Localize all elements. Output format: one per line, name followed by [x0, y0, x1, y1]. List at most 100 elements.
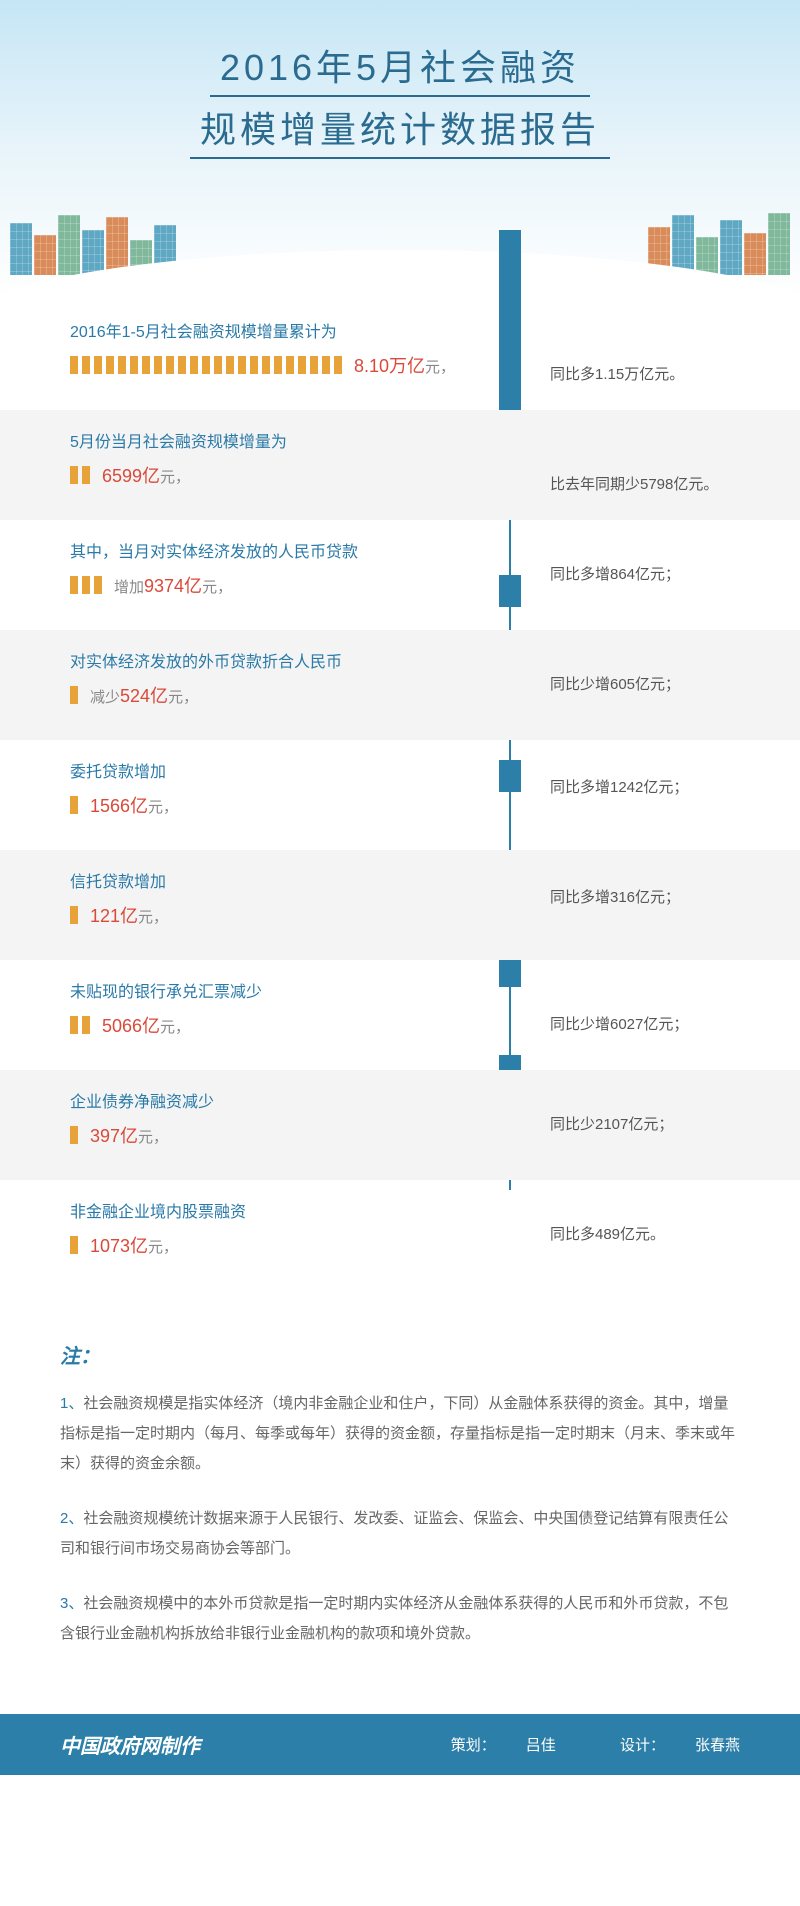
footer-credits: 策划：吕佳 设计：张春燕 — [391, 1734, 740, 1755]
row-value: 524亿 — [120, 686, 168, 706]
tick-icon — [226, 356, 234, 374]
row-value-wrap: 增加9374亿元， — [106, 572, 232, 598]
row-value-wrap: 8.10万亿元， — [346, 352, 455, 378]
rows: 2016年1-5月社会融资规模增量累计为8.10万亿元，同比多1.15万亿元。5… — [0, 300, 800, 1290]
tick-icon — [70, 906, 78, 924]
row-unit: 元， — [168, 689, 198, 706]
row-label: 对实体经济发放的外币贷款折合人民币 — [70, 648, 470, 672]
building-icon — [10, 223, 32, 275]
row-unit: 元， — [425, 359, 455, 376]
tick-icon — [262, 356, 270, 374]
title-line-2: 规模增量统计数据报告 — [190, 97, 610, 159]
note-item: 2、社会融资规模统计数据来源于人民银行、发改委、证监会、保监会、中央国债登记结算… — [60, 1504, 740, 1564]
row-label: 其中，当月对实体经济发放的人民币贷款 — [70, 538, 470, 562]
tick-icon — [202, 356, 210, 374]
row-value-wrap: 1566亿元， — [82, 792, 178, 818]
tick-bar: 1566亿元， — [70, 792, 470, 818]
tick-icon — [70, 466, 78, 484]
row-right: 同比少增6027亿元； — [490, 978, 760, 1034]
row-left: 未贴现的银行承兑汇票减少 5066亿元， — [70, 978, 490, 1038]
row-value: 9374亿 — [144, 576, 202, 596]
row-left: 委托贷款增加 1566亿元， — [70, 758, 490, 818]
row-prefix: 减少 — [90, 689, 120, 706]
data-row: 其中，当月对实体经济发放的人民币贷款增加9374亿元，同比多增864亿元； — [0, 520, 800, 630]
tick-icon — [82, 576, 90, 594]
tick-icon — [70, 356, 78, 374]
tick-icon — [70, 1126, 78, 1144]
row-label: 未贴现的银行承兑汇票减少 — [70, 978, 470, 1002]
row-label: 2016年1-5月社会融资规模增量累计为 — [70, 318, 470, 342]
row-right: 比去年同期少5798亿元。 — [490, 428, 760, 494]
building-icon — [58, 215, 80, 275]
row-unit: 元， — [202, 579, 232, 596]
row-value: 1073亿 — [90, 1236, 148, 1256]
row-label: 非金融企业境内股票融资 — [70, 1198, 470, 1222]
tick-bar: 121亿元， — [70, 902, 470, 928]
skyline-right — [648, 205, 790, 275]
note-number: 3、 — [60, 1595, 83, 1612]
title-block: 2016年5月社会融资 规模增量统计数据报告 — [0, 0, 800, 159]
content: 2016年1-5月社会融资规模增量累计为8.10万亿元，同比多1.15万亿元。5… — [0, 300, 800, 1310]
building-icon — [34, 235, 56, 275]
footer-brand: 中国政府网制作 — [60, 1730, 391, 1759]
row-unit: 元， — [160, 469, 190, 486]
row-left: 2016年1-5月社会融资规模增量累计为 8.10万亿元， — [70, 318, 490, 378]
row-prefix: 增加 — [114, 579, 144, 596]
planner: 策划：吕佳 — [421, 1737, 556, 1754]
row-value: 397亿 — [90, 1126, 138, 1146]
notes-list: 1、社会融资规模是指实体经济（境内非金融企业和住户，下同）从金融体系获得的资金。… — [60, 1389, 740, 1649]
header: 2016年5月社会融资 规模增量统计数据报告 — [0, 0, 800, 300]
tick-icon — [214, 356, 222, 374]
notes-title: 注： — [60, 1340, 740, 1369]
row-left: 企业债券净融资减少 397亿元， — [70, 1088, 490, 1148]
row-label: 委托贷款增加 — [70, 758, 470, 782]
tick-icon — [286, 356, 294, 374]
tick-icon — [118, 356, 126, 374]
row-unit: 元， — [148, 1239, 178, 1256]
tick-icon — [310, 356, 318, 374]
data-row: 2016年1-5月社会融资规模增量累计为 8.10万亿元， 同比多1.15万亿元。 — [0, 300, 800, 410]
tick-bar: 减少524亿元， — [70, 682, 470, 708]
tick-bar: 增加9374亿元， — [70, 572, 470, 598]
row-value-wrap: 6599亿元， — [94, 462, 190, 488]
tick-icon — [70, 686, 78, 704]
tick-bar: 5066亿元， — [70, 1012, 470, 1038]
row-value-wrap: 减少524亿元， — [82, 682, 198, 708]
data-row: 对实体经济发放的外币贷款折合人民币减少524亿元，同比少增605亿元； — [0, 630, 800, 740]
row-left: 非金融企业境内股票融资 1073亿元， — [70, 1198, 490, 1258]
designer: 设计：张春燕 — [590, 1737, 740, 1754]
row-right: 同比多1.15万亿元。 — [490, 318, 760, 384]
row-value-wrap: 1073亿元， — [82, 1232, 178, 1258]
row-label: 5月份当月社会融资规模增量为 — [70, 428, 470, 452]
row-value: 5066亿 — [102, 1016, 160, 1036]
row-left: 对实体经济发放的外币贷款折合人民币减少524亿元， — [70, 648, 490, 708]
title-line-1: 2016年5月社会融资 — [210, 35, 590, 97]
row-unit: 元， — [138, 1129, 168, 1146]
tick-icon — [334, 356, 342, 374]
tick-icon — [178, 356, 186, 374]
tick-icon — [70, 1016, 78, 1034]
tick-icon — [82, 466, 90, 484]
row-value: 6599亿 — [102, 466, 160, 486]
data-row: 信托贷款增加121亿元，同比多增316亿元； — [0, 850, 800, 960]
tick-icon — [298, 356, 306, 374]
tick-bar: 6599亿元， — [70, 462, 470, 488]
row-value: 121亿 — [90, 906, 138, 926]
row-value-wrap: 397亿元， — [82, 1122, 168, 1148]
row-label: 企业债券净融资减少 — [70, 1088, 470, 1112]
row-right: 同比多增1242亿元； — [490, 758, 760, 797]
tick-icon — [82, 1016, 90, 1034]
note-number: 1、 — [60, 1395, 83, 1412]
data-row: 未贴现的银行承兑汇票减少 5066亿元， 同比少增6027亿元； — [0, 960, 800, 1070]
note-item: 3、社会融资规模中的本外币贷款是指一定时期内实体经济从金融体系获得的人民币和外币… — [60, 1589, 740, 1649]
tick-bar: 397亿元， — [70, 1122, 470, 1148]
row-left: 信托贷款增加121亿元， — [70, 868, 490, 928]
row-right: 同比少2107亿元； — [490, 1088, 760, 1134]
tick-icon — [94, 576, 102, 594]
row-left: 其中，当月对实体经济发放的人民币贷款增加9374亿元， — [70, 538, 490, 598]
note-number: 2、 — [60, 1510, 83, 1527]
tick-icon — [70, 576, 78, 594]
tick-icon — [274, 356, 282, 374]
row-left: 5月份当月社会融资规模增量为 6599亿元， — [70, 428, 490, 488]
tick-icon — [154, 356, 162, 374]
